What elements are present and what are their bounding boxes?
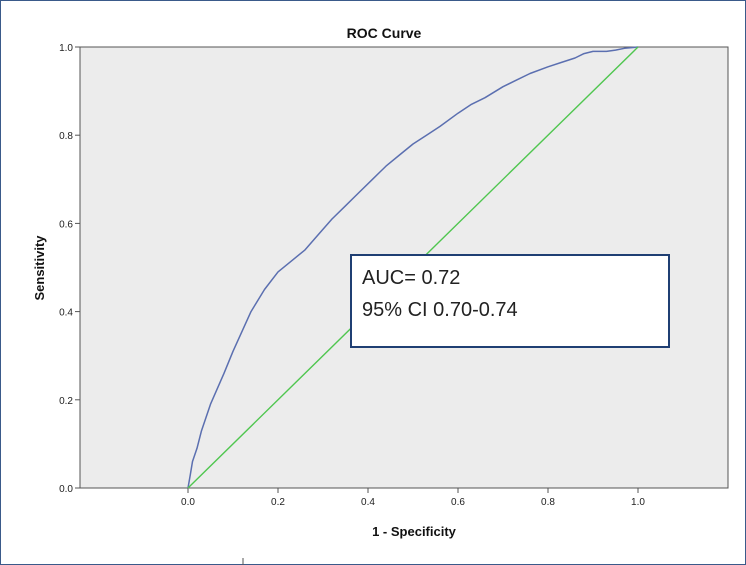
x-tick-label: 0.6: [451, 497, 465, 508]
y-axis-title: Sensitivity: [32, 235, 47, 301]
x-tick-label: 0.2: [271, 497, 285, 508]
auc-value-label: AUC= 0.72: [362, 267, 460, 289]
auc-annotation: AUC= 0.72 95% CI 0.70-0.74: [350, 254, 670, 348]
y-tick-label: 0.8: [59, 131, 73, 142]
y-tick-label: 0.0: [59, 484, 73, 495]
roc-curve-line: [187, 46, 639, 489]
y-axis-ticks: 0.0 0.2 0.4 0.6 0.8 1.0: [59, 43, 80, 495]
x-tick-label: 0.8: [541, 497, 555, 508]
x-axis-ticks: 0.0 0.2 0.4 0.6 0.8 1.0: [181, 488, 645, 508]
x-tick-label: 0.4: [361, 497, 375, 508]
chart-title: ROC Curve: [347, 25, 422, 41]
y-tick-label: 0.2: [59, 396, 73, 407]
auc-ci-label: 95% CI 0.70-0.74: [362, 299, 518, 321]
y-tick-label: 0.6: [59, 219, 73, 230]
x-tick-label: 0.0: [181, 497, 195, 508]
x-axis-title: 1 - Specificity: [372, 524, 457, 539]
x-tick-label: 1.0: [631, 497, 645, 508]
auc-annotation-box: [350, 254, 670, 348]
y-tick-label: 1.0: [59, 43, 73, 54]
y-tick-label: 0.4: [59, 308, 73, 319]
